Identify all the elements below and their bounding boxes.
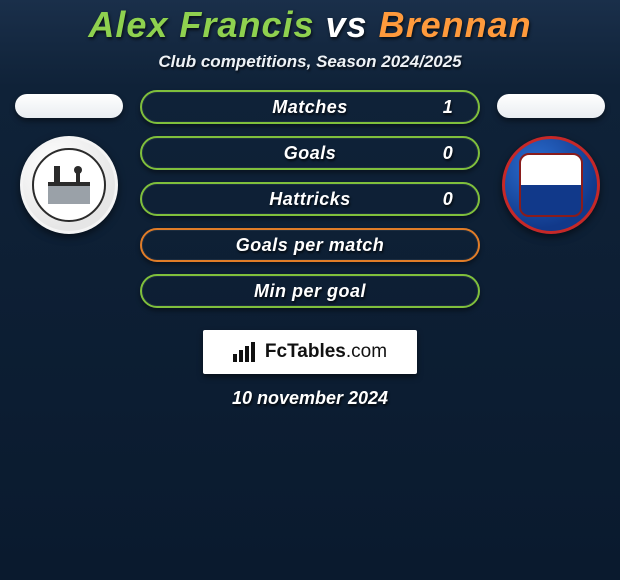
brand-suffix: .com <box>346 341 387 362</box>
player2-pill <box>497 94 605 118</box>
page-title: Alex Francis vs Brennan <box>0 4 620 46</box>
subtitle: Club competitions, Season 2024/2025 <box>0 52 620 72</box>
stat-row-matches: Matches 1 <box>140 90 480 124</box>
stat-label: Hattricks <box>192 189 428 210</box>
stat-label: Goals per match <box>192 235 428 256</box>
vs-separator: vs <box>326 4 368 45</box>
brand-name: FcTables <box>265 341 346 362</box>
stat-right-value: 0 <box>428 143 468 164</box>
crest-right-inner <box>519 153 583 217</box>
date-text: 10 november 2024 <box>0 388 620 409</box>
player1-name: Alex Francis <box>88 4 314 45</box>
brand-bars-icon <box>233 342 257 362</box>
stat-row-hattricks: Hattricks 0 <box>140 182 480 216</box>
stat-row-goals-per-match: Goals per match <box>140 228 480 262</box>
player1-pill <box>15 94 123 118</box>
stat-right-value: 1 <box>428 97 468 118</box>
brand-text: FcTables.com <box>265 341 387 363</box>
stat-label: Matches <box>192 97 428 118</box>
stat-label: Min per goal <box>192 281 428 302</box>
crest-left-inner <box>32 148 106 222</box>
player2-name: Brennan <box>379 4 532 45</box>
stat-label: Goals <box>192 143 428 164</box>
brand-badge: FcTables.com <box>203 330 417 374</box>
stats-list: Matches 1 Goals 0 Hattricks 0 Goals per … <box>140 88 480 308</box>
stat-right-value: 0 <box>428 189 468 210</box>
stat-row-goals: Goals 0 <box>140 136 480 170</box>
stat-row-min-per-goal: Min per goal <box>140 274 480 308</box>
club-crest-right <box>502 136 600 234</box>
club-crest-left <box>20 136 118 234</box>
crest-left-art <box>44 160 94 210</box>
